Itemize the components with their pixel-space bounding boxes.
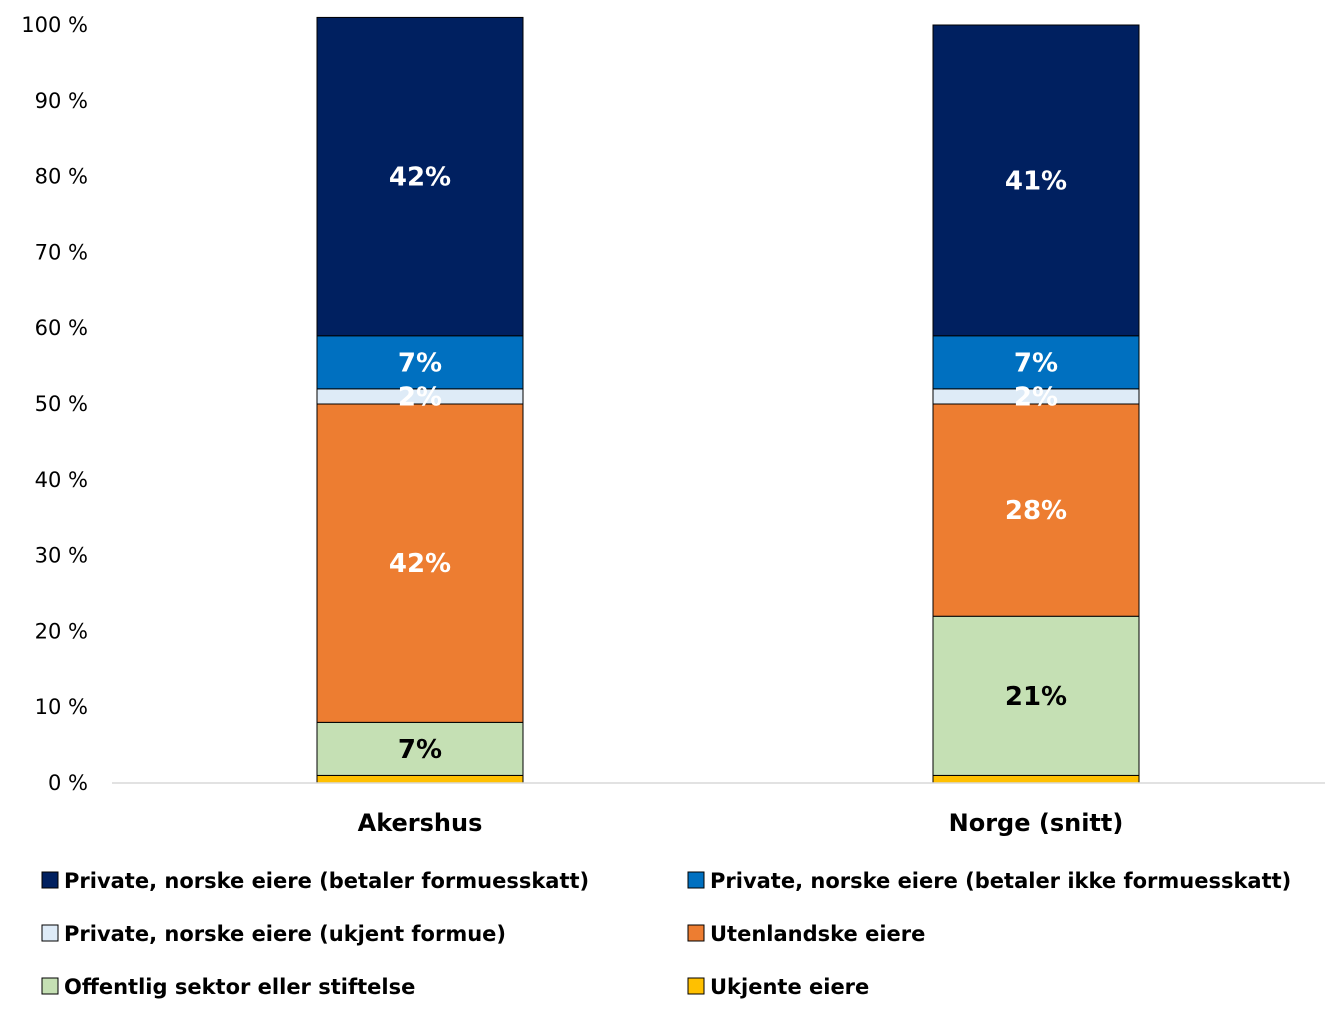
bar-segment bbox=[316, 403, 524, 723]
data-label: 2% bbox=[1014, 382, 1058, 412]
y-tick-label: 30 % bbox=[35, 544, 88, 568]
data-label: 21% bbox=[1005, 682, 1067, 712]
data-label: 7% bbox=[398, 348, 442, 378]
legend-label: Utenlandske eiere bbox=[710, 922, 925, 946]
data-label: 2% bbox=[398, 382, 442, 412]
legend-label: Ukjente eiere bbox=[710, 975, 869, 999]
data-labels: 7% 42% 2% 7% 42% 21% 28% 2% 7% 41% bbox=[389, 163, 1067, 765]
y-axis: 0 % 10 % 20 % 30 % 40 % 50 % 60 % 70 % 80 % 90 % 1… bbox=[21, 13, 88, 795]
y-tick-label: 20 % bbox=[35, 619, 88, 643]
legend: Private, norske eiere (betaler formuessk… bbox=[41, 869, 1291, 999]
y-tick-label: 70 % bbox=[35, 240, 88, 264]
x-axis: Akershus Norge (snitt) bbox=[358, 809, 1124, 837]
y-tick-label: 10 % bbox=[35, 695, 88, 719]
x-category-label: Akershus bbox=[358, 809, 483, 837]
bar-segment bbox=[932, 774, 1140, 784]
y-tick-label: 90 % bbox=[35, 89, 88, 113]
bar-segment bbox=[316, 335, 524, 390]
legend-swatch bbox=[687, 871, 705, 889]
y-tick-label: 80 % bbox=[35, 165, 88, 189]
legend-swatch bbox=[41, 924, 59, 942]
data-label: 7% bbox=[398, 735, 442, 765]
x-category-label: Norge (snitt) bbox=[949, 809, 1124, 837]
bars bbox=[316, 16, 1140, 784]
legend-swatch bbox=[41, 871, 59, 889]
data-label: 42% bbox=[389, 549, 451, 579]
legend-label: Private, norske eiere (ukjent formue) bbox=[64, 922, 506, 946]
legend-item: Ukjente eiere bbox=[687, 975, 869, 999]
legend-label: Private, norske eiere (betaler formuessk… bbox=[64, 869, 589, 893]
y-tick-label: 50 % bbox=[35, 392, 88, 416]
data-label: 42% bbox=[389, 163, 451, 193]
data-label: 28% bbox=[1005, 496, 1067, 526]
y-tick-label: 60 % bbox=[35, 316, 88, 340]
legend-swatch bbox=[687, 977, 705, 995]
bar-segment bbox=[932, 24, 1140, 337]
legend-item: Offentlig sektor eller stiftelse bbox=[41, 975, 415, 999]
legend-item: Private, norske eiere (ukjent formue) bbox=[41, 922, 506, 946]
bar-segment bbox=[932, 615, 1140, 776]
data-label: 7% bbox=[1014, 348, 1058, 378]
legend-swatch bbox=[687, 924, 705, 942]
bar-segment bbox=[316, 721, 524, 776]
legend-swatch bbox=[41, 977, 59, 995]
bar-segment bbox=[932, 335, 1140, 390]
y-tick-label: 100 % bbox=[21, 13, 88, 37]
legend-label: Private, norske eiere (betaler ikke form… bbox=[710, 869, 1291, 893]
y-tick-label: 40 % bbox=[35, 468, 88, 492]
legend-item: Private, norske eiere (betaler formuessk… bbox=[41, 869, 589, 893]
data-label: 41% bbox=[1005, 166, 1067, 196]
legend-item: Utenlandske eiere bbox=[687, 922, 925, 946]
bar-segment bbox=[932, 403, 1140, 617]
legend-label: Offentlig sektor eller stiftelse bbox=[64, 975, 415, 999]
bar-segment bbox=[316, 774, 524, 784]
y-tick-label: 0 % bbox=[48, 771, 88, 795]
bar-segment bbox=[316, 16, 524, 337]
legend-item: Private, norske eiere (betaler ikke form… bbox=[687, 869, 1291, 893]
